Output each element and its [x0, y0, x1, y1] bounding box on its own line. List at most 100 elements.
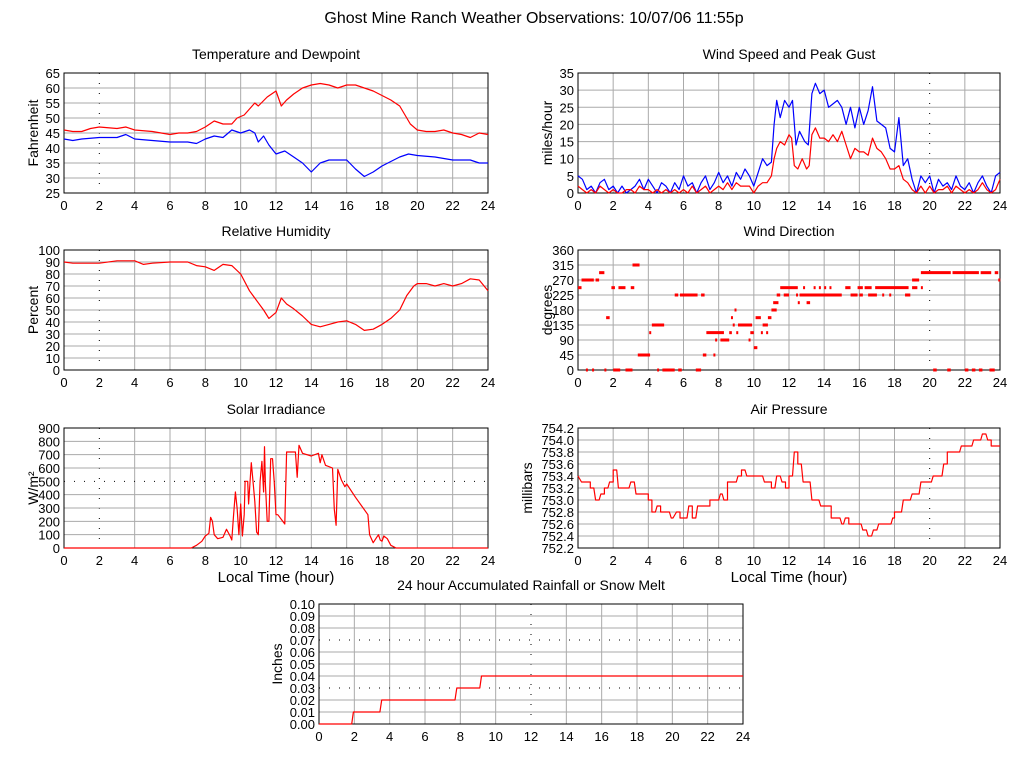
- x-tick-label: 10: [233, 198, 247, 213]
- series-line-temperature: [63, 82, 489, 139]
- x-tick-label: 8: [715, 198, 722, 213]
- series-line-wind-speed: [577, 127, 1001, 194]
- x-tick-label: 12: [269, 375, 283, 390]
- x-tick-label: 18: [375, 375, 389, 390]
- y-axis-label: millibars: [519, 462, 535, 513]
- y-tick-label: 753.8: [541, 445, 574, 460]
- y-tick-label: 15: [560, 135, 574, 150]
- x-tick-label: 16: [852, 198, 866, 213]
- x-tick-label: 8: [457, 729, 464, 744]
- y-tick-label: 35: [46, 156, 60, 171]
- y-tick-label: 0: [567, 186, 574, 201]
- y-tick-label: 315: [552, 258, 574, 273]
- x-tick-label: 8: [202, 375, 209, 390]
- y-tick-label: 0.05: [290, 657, 315, 672]
- plot-frame: [318, 603, 744, 725]
- x-tick-label: 14: [817, 198, 831, 213]
- x-tick-label: 2: [96, 198, 103, 213]
- y-tick-label: 10: [560, 152, 574, 167]
- x-tick-label: 18: [887, 553, 901, 568]
- x-tick-label: 10: [233, 375, 247, 390]
- y-tick-label: 45: [46, 126, 60, 141]
- x-tick-label: 6: [166, 553, 173, 568]
- y-tick-label: 752.6: [541, 517, 574, 532]
- y-tick-label: 200: [38, 514, 60, 529]
- x-tick-label: 2: [96, 375, 103, 390]
- page-title: Ghost Mine Ranch Weather Observations: 1…: [324, 10, 743, 27]
- y-tick-label: 753.2: [541, 481, 574, 496]
- x-tick-label: 4: [131, 375, 138, 390]
- y-tick-label: 900: [38, 421, 60, 436]
- y-tick-label: 300: [38, 501, 60, 516]
- x-tick-label: 16: [339, 375, 353, 390]
- y-tick-label: 25: [560, 100, 574, 115]
- y-tick-label: 0.04: [290, 669, 315, 684]
- y-tick-label: 55: [46, 96, 60, 111]
- y-tick-label: 0: [53, 363, 60, 378]
- x-tick-label: 10: [747, 198, 761, 213]
- y-axis-label: degrees: [539, 285, 555, 336]
- x-tick-label: 0: [574, 198, 581, 213]
- chart-6: 24 hour Accumulated Rainfall or Snow Mel…: [269, 577, 750, 744]
- y-tick-label: 40: [46, 315, 60, 330]
- y-tick-label: 100: [38, 528, 60, 543]
- y-tick-label: 60: [46, 291, 60, 306]
- x-tick-label: 10: [488, 729, 502, 744]
- y-tick-label: 0.09: [290, 609, 315, 624]
- x-tick-label: 4: [645, 553, 652, 568]
- x-tick-label: 14: [304, 198, 318, 213]
- x-tick-label: 12: [269, 553, 283, 568]
- x-tick-label: 12: [269, 198, 283, 213]
- x-tick-label: 24: [481, 553, 495, 568]
- x-tick-label: 20: [410, 198, 424, 213]
- x-tick-label: 6: [166, 375, 173, 390]
- chart-title: Wind Direction: [743, 223, 834, 239]
- y-axis-label: Percent: [25, 286, 41, 334]
- x-tick-label: 22: [958, 553, 972, 568]
- x-tick-label: 24: [481, 198, 495, 213]
- y-tick-label: 65: [46, 66, 60, 81]
- x-tick-label: 14: [304, 553, 318, 568]
- series-line-relative-humidity: [63, 260, 489, 331]
- y-tick-label: 30: [46, 327, 60, 342]
- x-tick-label: 24: [993, 198, 1007, 213]
- x-tick-label: 22: [958, 198, 972, 213]
- x-tick-label: 12: [782, 198, 796, 213]
- x-tick-label: 22: [445, 553, 459, 568]
- x-tick-label: 2: [96, 553, 103, 568]
- y-tick-label: 0.01: [290, 705, 315, 720]
- y-tick-label: 0.03: [290, 681, 315, 696]
- y-tick-label: 180: [552, 303, 574, 318]
- x-tick-label: 8: [202, 198, 209, 213]
- y-tick-label: 135: [552, 318, 574, 333]
- y-tick-label: 270: [552, 273, 574, 288]
- x-tick-label: 0: [60, 375, 67, 390]
- y-tick-label: 753.0: [541, 493, 574, 508]
- y-tick-label: 0: [53, 541, 60, 556]
- x-tick-label: 16: [339, 198, 353, 213]
- x-tick-label: 12: [524, 729, 538, 744]
- y-tick-label: 30: [560, 83, 574, 98]
- x-tick-label: 4: [645, 375, 652, 390]
- y-tick-label: 35: [560, 66, 574, 81]
- x-tick-label: 6: [680, 198, 687, 213]
- x-tick-label: 10: [233, 553, 247, 568]
- x-tick-label: 22: [700, 729, 714, 744]
- y-tick-label: 0.02: [290, 693, 315, 708]
- y-tick-label: 753.6: [541, 457, 574, 472]
- x-tick-label: 0: [60, 553, 67, 568]
- y-tick-label: 752.4: [541, 529, 574, 544]
- plot-frame: [63, 427, 489, 549]
- y-tick-label: 753.4: [541, 469, 574, 484]
- x-tick-label: 2: [610, 198, 617, 213]
- x-tick-label: 8: [715, 553, 722, 568]
- x-tick-label: 16: [852, 375, 866, 390]
- y-tick-label: 800: [38, 434, 60, 449]
- y-tick-label: 5: [567, 169, 574, 184]
- chart-title: Temperature and Dewpoint: [192, 46, 360, 62]
- x-axis-label: Local Time (hour): [218, 569, 335, 586]
- y-tick-label: 30: [46, 171, 60, 186]
